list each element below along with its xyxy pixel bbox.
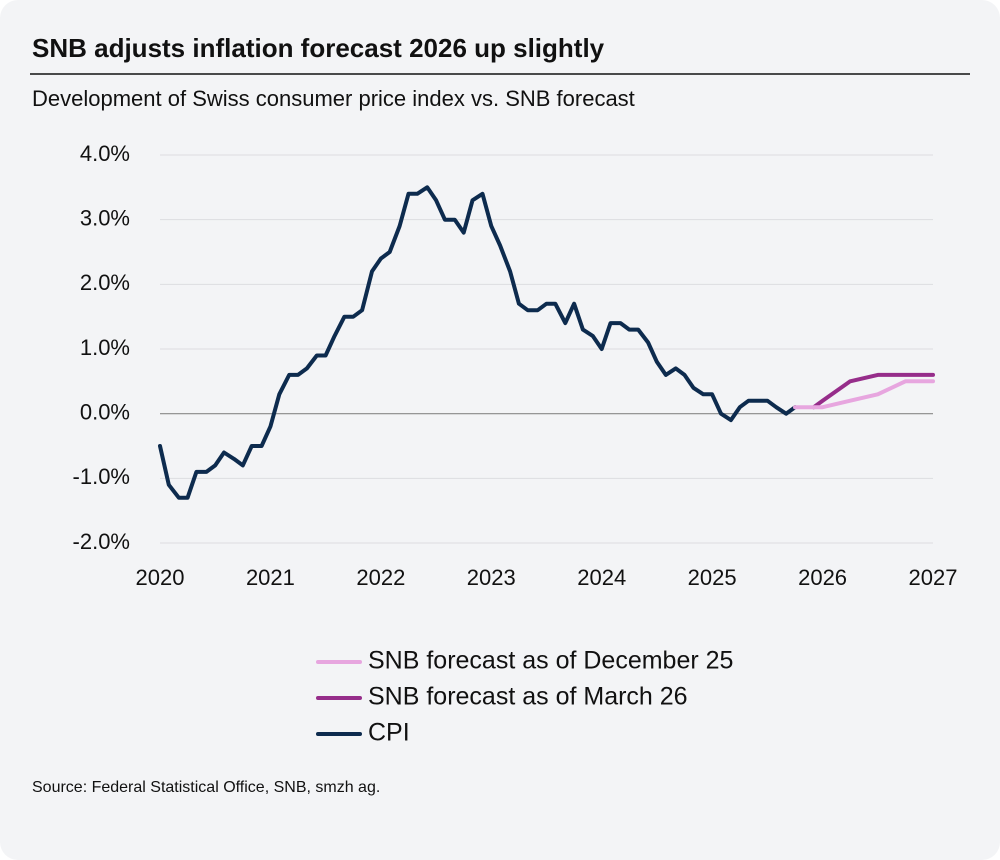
y-tick-label: -2.0% [73,529,130,554]
x-tick-label: 2021 [246,565,295,590]
x-tick-label: 2027 [909,565,958,590]
legend-label: CPI [368,719,410,747]
y-tick-label: 2.0% [80,270,130,295]
plot-area: -2.0% -1.0% 0.0% 1.0% 2.0% 3.0% 4.0% 2020 2021 20… [73,141,958,590]
source-note: Source: Federal Statistical Office, SNB,… [32,779,380,796]
x-tick-label: 2023 [467,565,516,590]
y-tick-label: -1.0% [73,464,130,489]
chart-title: SNB adjusts inflation forecast 2026 up s… [32,33,605,63]
y-tick-label: 0.0% [80,399,130,424]
x-tick-label: 2020 [136,565,185,590]
x-tick-label: 2026 [798,565,847,590]
legend: SNB forecast as of December 25 SNB foreca… [316,647,733,747]
x-tick-label: 2022 [356,565,405,590]
x-tick-label: 2025 [688,565,737,590]
series-line [158,185,797,500]
y-tick-label: 3.0% [80,205,130,230]
series-line [793,379,935,410]
legend-label: SNB forecast as of March 26 [368,683,688,711]
x-tick-label: 2024 [577,565,626,590]
series-line [811,372,935,410]
chart-subtitle: Development of Swiss consumer price inde… [32,86,635,111]
legend-label: SNB forecast as of December 25 [368,647,733,675]
y-tick-label: 1.0% [80,335,130,360]
y-tick-label: 4.0% [80,141,130,166]
